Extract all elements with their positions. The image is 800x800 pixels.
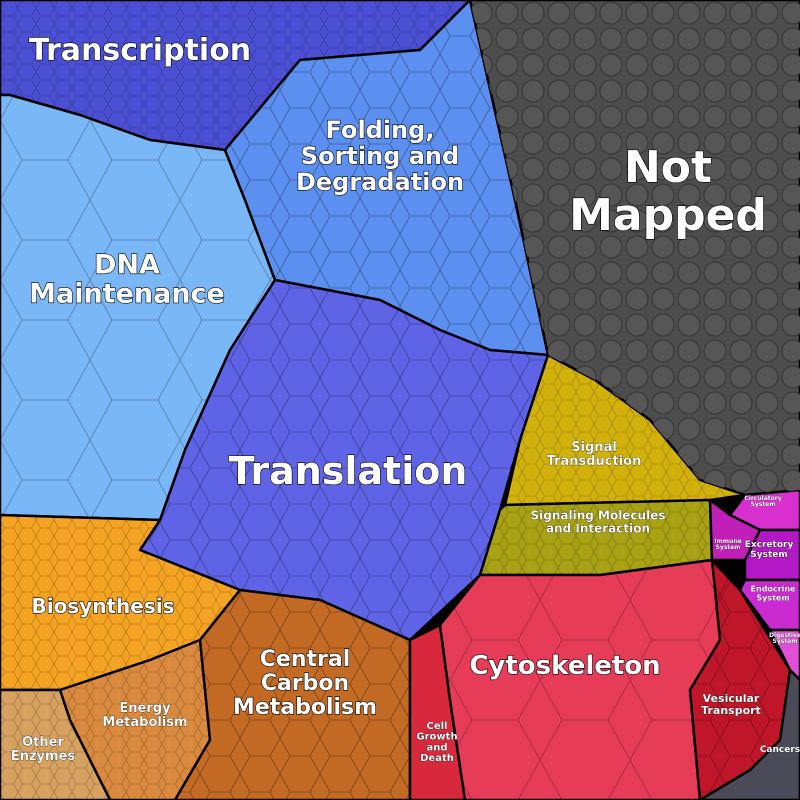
- label-vesicular-transport: Vesicular Transport: [701, 692, 761, 717]
- label-circulatory-system: Circulatory System: [744, 495, 781, 508]
- label-excretory-system: Excretory System: [745, 540, 794, 560]
- label-cytoskeleton: Cytoskeleton: [469, 651, 660, 681]
- label-cancers: Cancers: [760, 745, 800, 755]
- label-endocrine-system: Endocrine System: [751, 585, 797, 603]
- label-cell-growth: Cell Growth and Death: [416, 721, 457, 764]
- label-signaling-molecules: Signaling Molecules and Interaction: [530, 509, 665, 536]
- label-energy-metabolism: Energy Metabolism: [102, 701, 187, 730]
- label-central-carbon: Central Carbon Metabolism: [233, 647, 377, 720]
- label-signal-transduction: Signal Transduction: [547, 440, 642, 469]
- label-translation: Translation: [229, 449, 468, 493]
- label-other-enzymes: Other Enzymes: [11, 735, 76, 764]
- label-transcription: Transcription: [29, 33, 251, 68]
- label-digestive-system: Digestive System: [769, 632, 800, 645]
- label-biosynthesis: Biosynthesis: [31, 594, 174, 618]
- label-folding: Folding, Sorting and Degradation: [296, 116, 464, 196]
- label-immune-system: Immune System: [714, 538, 741, 551]
- label-not-mapped: Not Mapped: [569, 142, 767, 241]
- label-dna-maintenance: DNA Maintenance: [29, 249, 225, 309]
